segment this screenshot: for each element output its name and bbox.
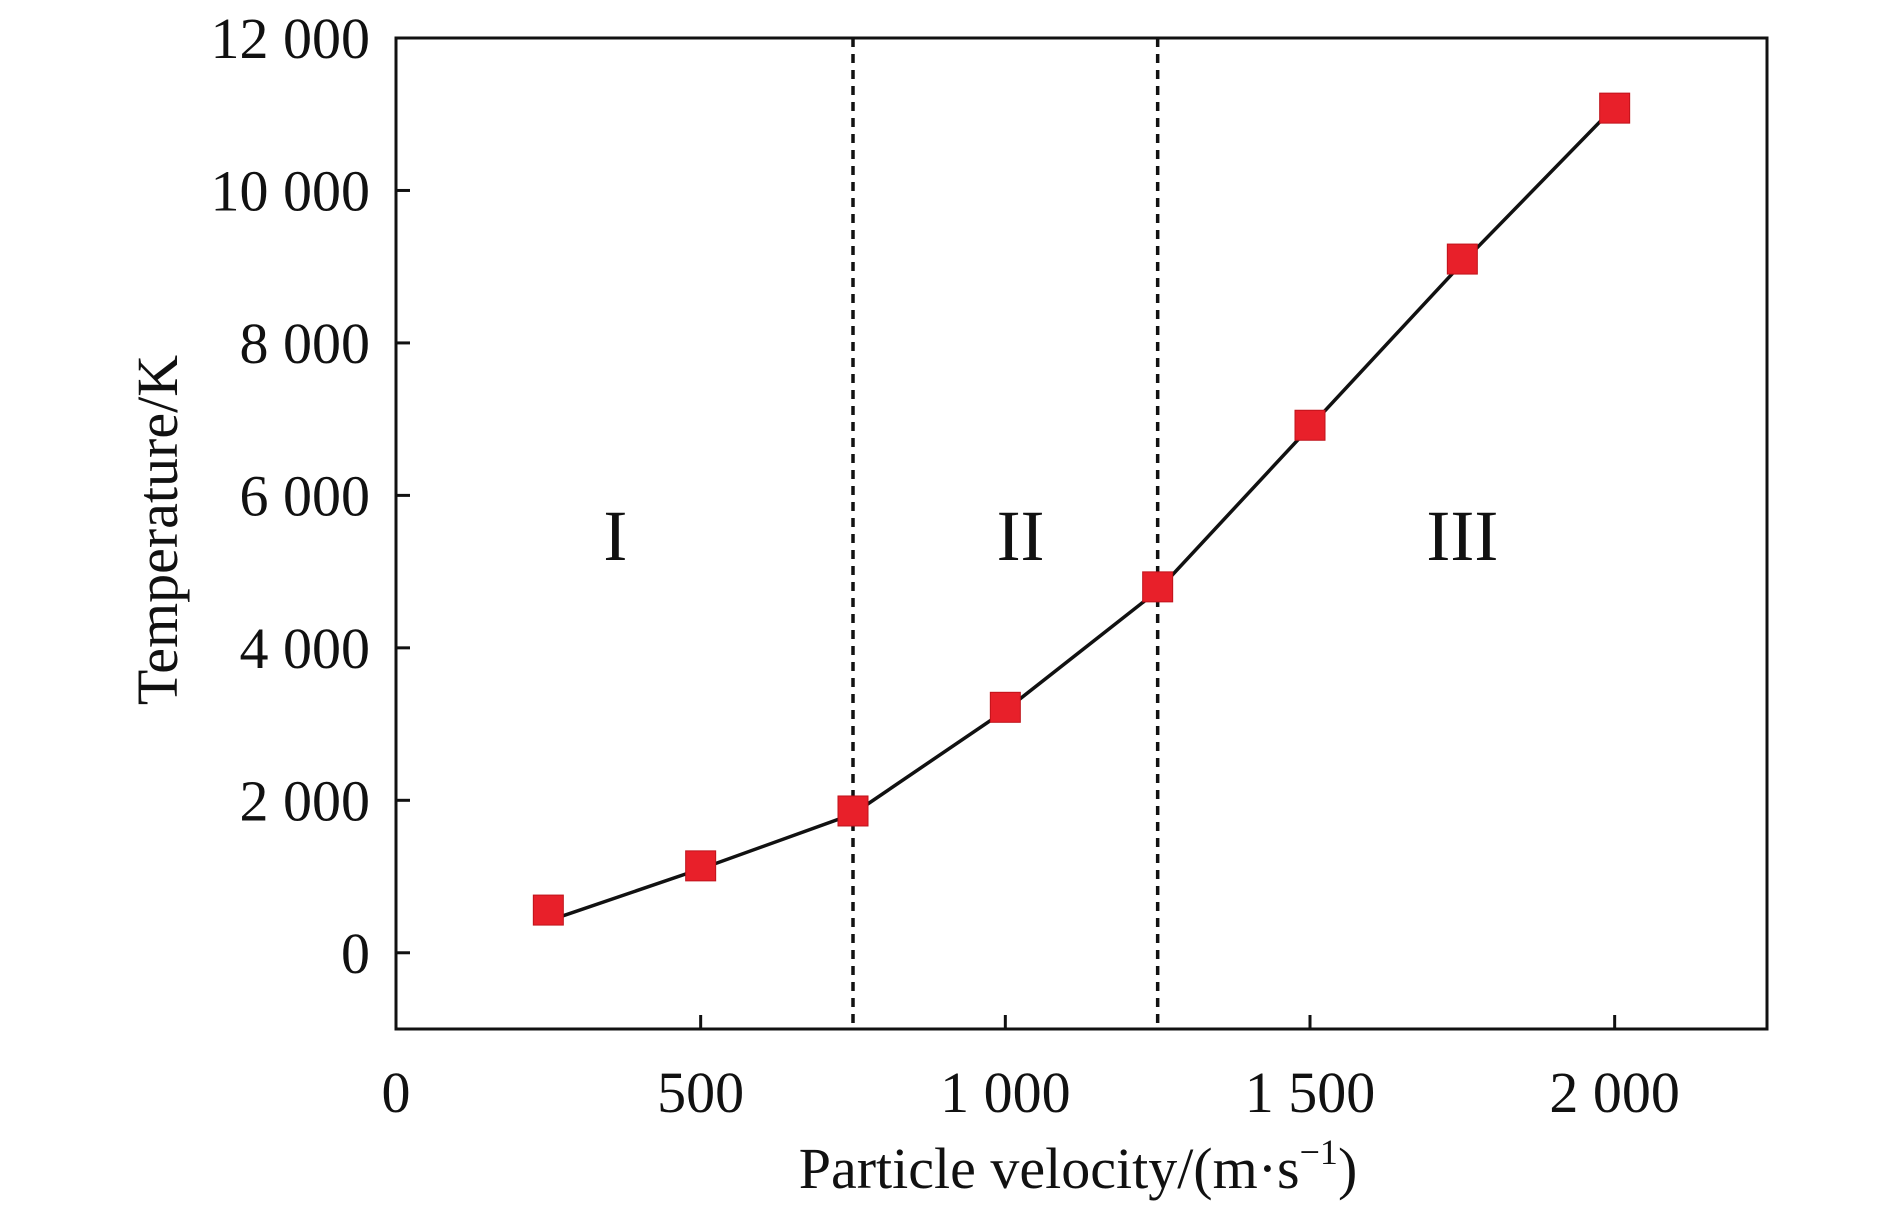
data-point — [1294, 409, 1326, 441]
data-point — [1446, 243, 1478, 275]
y-tick-label: 12 000 — [211, 6, 371, 71]
fit-line — [547, 105, 1616, 923]
plot-frame — [394, 36, 1769, 1031]
region-label: III — [1426, 496, 1498, 576]
plot-area: 0 500 1 000 1 500 2 000 0 2 000 4 000 6 000 8 000… — [211, 6, 1769, 1125]
region-label: II — [997, 496, 1045, 576]
region-label: I — [603, 496, 627, 576]
x-tick-label: 2 000 — [1549, 1060, 1680, 1125]
y-tick-label: 6 000 — [240, 463, 371, 528]
data-point — [989, 691, 1021, 723]
data-point — [1599, 92, 1631, 124]
x-tick-label: 500 — [657, 1060, 744, 1125]
y-tick-label: 10 000 — [211, 158, 371, 223]
data-point — [685, 850, 717, 882]
data-point — [1142, 571, 1174, 603]
y-axis-label: Temperature/K — [125, 355, 190, 705]
y-tick-label: 4 000 — [240, 616, 371, 681]
x-tick-label: 1 500 — [1245, 1060, 1376, 1125]
y-tick-label: 2 000 — [240, 768, 371, 833]
x-tick-label: 1 000 — [940, 1060, 1071, 1125]
data-point — [837, 795, 869, 827]
x-axis-label: Particle velocity/(m·s−1) — [799, 1132, 1358, 1201]
data-point — [532, 894, 564, 926]
y-tick-label: 8 000 — [240, 311, 371, 376]
y-tick-label: 0 — [341, 921, 370, 986]
x-tick-label: 0 — [382, 1060, 411, 1125]
